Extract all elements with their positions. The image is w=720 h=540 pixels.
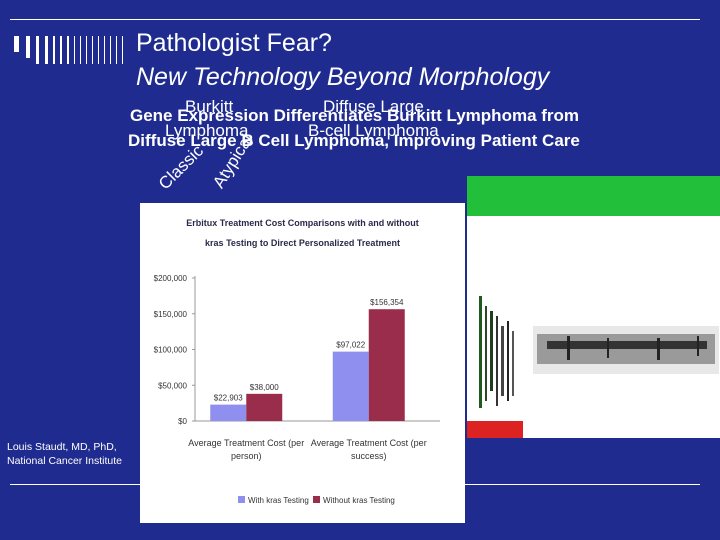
label-burkitt: Burkitt xyxy=(185,97,234,116)
data-label: $156,354 xyxy=(370,298,404,307)
heatmap-green-band xyxy=(467,176,720,216)
heatmap-pattern xyxy=(467,296,719,438)
decorative-bars xyxy=(14,36,123,64)
top-divider xyxy=(10,19,700,20)
y-tick-label: $100,000 xyxy=(154,346,188,355)
x-category-label: success) xyxy=(351,451,387,461)
cost-chart: Erbitux Treatment Cost Comparisons with … xyxy=(140,203,465,523)
legend-swatch xyxy=(238,496,245,503)
label-lymphoma: Lymphoma xyxy=(165,121,249,140)
y-tick-label: $200,000 xyxy=(154,274,188,283)
slide-title: Pathologist Fear? xyxy=(136,29,332,57)
label-diffuse-large: Diffuse Large xyxy=(323,97,424,116)
chart-title-line1: Erbitux Treatment Cost Comparisons with … xyxy=(186,218,419,228)
gene-expression-heatmap xyxy=(467,176,720,438)
headline-line1: Gene Expression Differentiates Burkitt L… xyxy=(130,106,580,125)
x-category-label: person) xyxy=(231,451,262,461)
bar xyxy=(332,351,369,421)
legend-label: Without kras Testing xyxy=(323,496,395,505)
label-b-cell-lymphoma: B-cell Lymphoma xyxy=(308,121,439,140)
credit: Louis Staudt, MD, PhD, National Cancer I… xyxy=(7,440,122,468)
bar xyxy=(368,309,405,421)
slide-subtitle: New Technology Beyond Morphology xyxy=(136,63,550,91)
data-label: $38,000 xyxy=(250,383,279,392)
bar xyxy=(246,393,283,421)
credit-line2: National Cancer Institute xyxy=(7,455,122,467)
y-tick-label: $50,000 xyxy=(158,381,187,390)
x-category-label: Average Treatment Cost (per xyxy=(311,438,427,448)
legend-swatch xyxy=(313,496,320,503)
data-label: $22,903 xyxy=(214,394,243,403)
y-tick-label: $0 xyxy=(178,417,187,426)
x-category-label: Average Treatment Cost (per xyxy=(188,438,304,448)
chart-title-line2: kras Testing to Direct Personalized Trea… xyxy=(205,238,400,248)
legend-label: With kras Testing xyxy=(248,496,309,505)
bar xyxy=(210,404,247,421)
data-label: $97,022 xyxy=(336,341,365,350)
credit-line1: Louis Staudt, MD, PhD, xyxy=(7,441,117,453)
chart-plot: $0 $50,000 $100,000 $150,000 $200,000 $22,903… xyxy=(154,274,440,505)
y-tick-label: $150,000 xyxy=(154,310,188,319)
headline-line2: Diffuse Large B Cell Lymphoma, Improving… xyxy=(128,131,580,150)
